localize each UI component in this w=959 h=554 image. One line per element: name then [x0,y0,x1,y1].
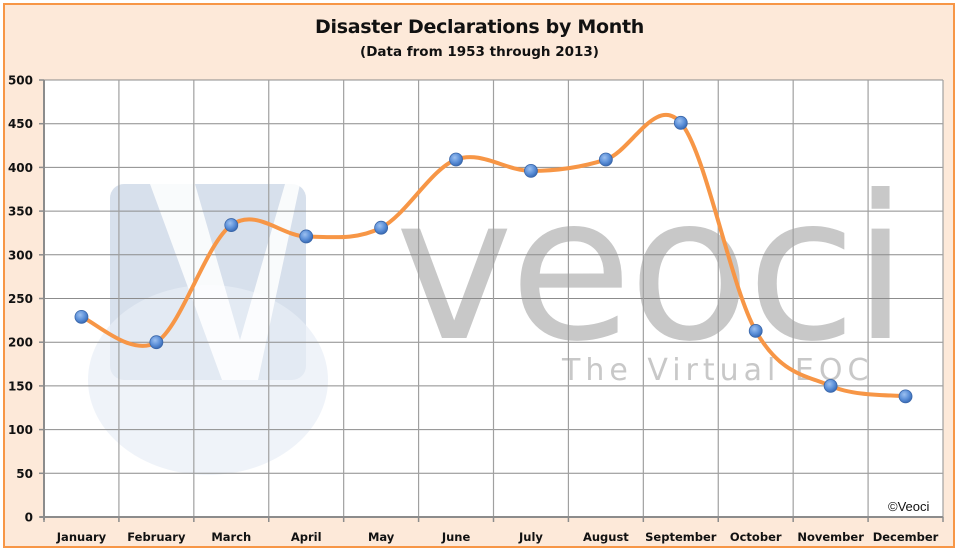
x-tick-label: October [730,530,782,544]
y-tick-label: 400 [8,161,33,175]
svg-text:veoci: veoci [395,153,904,386]
x-tick-label: November [797,530,864,544]
watermark-logo: V [88,184,328,475]
data-point-marker: July: 396 [524,163,538,178]
y-tick-label: 500 [8,74,33,88]
y-tick-label: 350 [8,205,33,219]
y-axis: 0 50 100 150 200 250 300 350 400 450 500 [8,74,45,525]
data-point-marker: September: 451 [673,115,688,130]
y-tick-label: 450 [8,117,33,131]
y-tick-label: 150 [8,379,33,393]
data-point-marker: December: 138 [898,389,913,404]
copyright-label: ©Veoci [888,499,930,514]
y-tick-label: 100 [8,423,33,437]
x-tick-label: December [873,530,939,544]
data-point-marker: February: 200 [149,335,164,350]
x-axis: January February March April May June July Augu… [40,516,944,544]
x-tick-label: May [368,530,395,544]
x-tick-label: September [645,530,717,544]
chart-subtitle: (Data from 1953 through 2013) [360,44,599,60]
x-tick-label: August [583,530,629,544]
x-tick-label: April [291,530,322,544]
x-tick-label: February [127,530,186,544]
y-tick-label: 0 [25,511,33,525]
x-tick-label: June [441,530,471,544]
data-point-marker: November: 150 [823,378,838,393]
x-tick-label: January [56,530,107,544]
chart-title: Disaster Declarations by Month [315,16,644,38]
y-tick-label: 300 [8,248,33,262]
data-series: January: 229 February: 200 March: 334 April… [74,113,913,404]
data-point-marker: June: 409 [449,152,463,167]
data-point-marker: March: 334 [224,218,239,232]
data-point-marker: May: 331 [374,220,389,235]
data-point-marker: October: 213 [748,323,763,338]
data-point-marker: April: 321 [299,229,314,244]
x-tick-label: March [211,530,251,544]
y-tick-label: 250 [8,292,33,306]
data-point-marker: January: 229 [74,309,89,324]
data-point-marker: August: 409 [598,152,613,167]
x-tick-label: July [518,530,543,544]
y-tick-label: 200 [8,336,33,350]
y-tick-label: 50 [16,467,33,481]
